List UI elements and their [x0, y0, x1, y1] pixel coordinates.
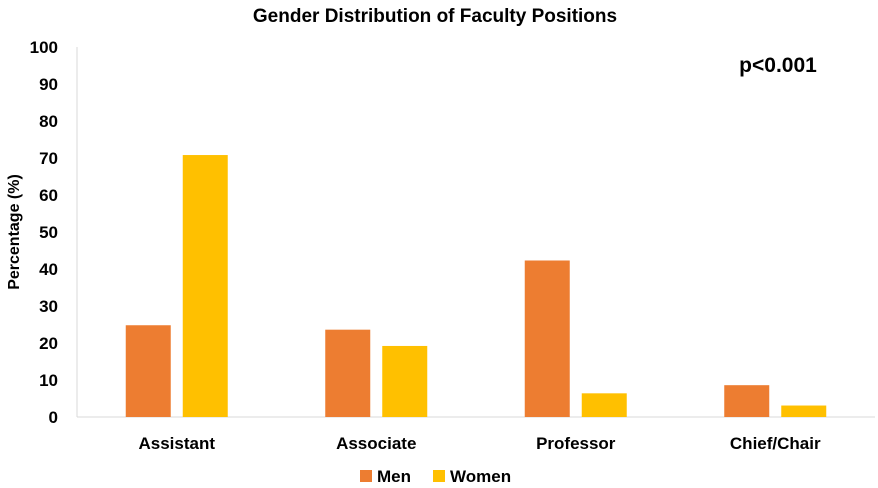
y-tick-label: 40	[39, 260, 58, 279]
chart-title: Gender Distribution of Faculty Positions	[253, 6, 617, 27]
category-label: Professor	[536, 434, 616, 453]
y-axis-label: Percentage (%)	[6, 174, 23, 290]
legend-label-women: Women	[450, 467, 511, 486]
bar-women-professor	[581, 393, 627, 417]
bars	[125, 155, 827, 418]
y-tick-label: 100	[30, 38, 58, 57]
bar-women-associate	[382, 345, 428, 417]
y-tick-label: 90	[39, 75, 58, 94]
y-tick-label: 10	[39, 371, 58, 390]
category-labels: Assistant Associate Professor Chief/Chair	[138, 434, 820, 453]
category-label: Chief/Chair	[730, 434, 821, 453]
legend-swatch-women	[433, 470, 445, 482]
bar-men-chief-chair	[724, 385, 770, 417]
bar-women-assistant	[182, 155, 228, 418]
significance-annotation: p<0.001	[739, 54, 817, 77]
y-tick-label: 0	[49, 408, 58, 427]
legend: Men Women	[360, 467, 511, 486]
bar-men-assistant	[125, 325, 171, 417]
legend-label-men: Men	[377, 467, 411, 486]
bar-men-professor	[524, 260, 570, 417]
bar-women-chief-chair	[781, 405, 827, 417]
y-tick-label: 20	[39, 334, 58, 353]
y-tick-label: 70	[39, 149, 58, 168]
category-label: Associate	[336, 434, 416, 453]
y-tick-label: 30	[39, 297, 58, 316]
y-tick-label: 50	[39, 223, 58, 242]
legend-swatch-men	[360, 470, 372, 482]
y-tick-label: 60	[39, 186, 58, 205]
y-axis-ticks: 0 10 20 30 40 50 60 70 80 90 100	[30, 38, 58, 427]
category-label: Assistant	[138, 434, 215, 453]
y-tick-label: 80	[39, 112, 58, 131]
bar-men-associate	[325, 329, 371, 417]
